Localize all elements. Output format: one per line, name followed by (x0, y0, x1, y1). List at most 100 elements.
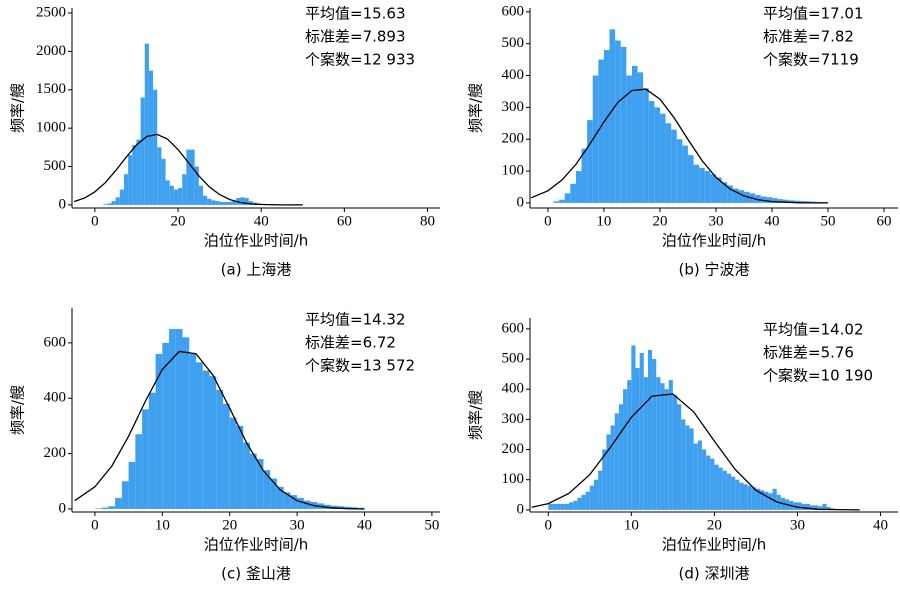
bar (191, 150, 195, 205)
bar (209, 376, 216, 509)
bar (149, 393, 156, 509)
bar (570, 184, 576, 203)
x-tick-label: 10 (155, 517, 170, 533)
bar (694, 165, 700, 203)
bar (582, 149, 588, 203)
bar (627, 380, 631, 510)
x-tick-label: 40 (357, 517, 372, 533)
annotation: 个案数=7119 (763, 51, 859, 69)
y-tick-label: 0 (517, 194, 525, 210)
bar (161, 159, 165, 205)
x-tick-label: 50 (424, 517, 439, 533)
annotation: 个案数=13 572 (305, 357, 415, 375)
bar (673, 395, 677, 510)
bar (702, 450, 706, 510)
y-tick-label: 500 (502, 350, 525, 366)
bar (565, 193, 571, 203)
bar (632, 66, 638, 203)
bar (623, 389, 627, 510)
bar (602, 450, 606, 510)
bar (128, 155, 132, 205)
x-tick-label: 0 (91, 517, 99, 533)
bar (153, 90, 157, 205)
annotation: 标准差=7.893 (305, 28, 406, 46)
bar (671, 130, 677, 203)
bar (594, 480, 598, 510)
annotation: 标准差=7.82 (763, 28, 854, 46)
bar (660, 114, 666, 203)
bar (224, 202, 228, 205)
x-tick-label: 60 (876, 213, 891, 229)
bar (610, 29, 616, 203)
bar (157, 147, 161, 205)
y-tick-label: 100 (502, 471, 525, 487)
bar (635, 368, 639, 510)
bar (682, 146, 688, 203)
x-axis-label: 泊位作业时间/h (662, 536, 767, 554)
bar (207, 199, 211, 205)
bar (706, 456, 710, 510)
bar (604, 50, 610, 203)
bar (557, 504, 561, 510)
bar (183, 337, 190, 509)
bar (145, 44, 149, 205)
y-tick-label: 400 (44, 390, 67, 406)
y-tick-label: 400 (502, 67, 525, 83)
bar (723, 471, 727, 510)
bar (666, 123, 672, 203)
bar (122, 481, 129, 509)
bar (116, 197, 120, 205)
bar (250, 454, 257, 509)
annotation: 平均值=14.32 (305, 311, 406, 329)
bar (665, 389, 669, 510)
bar (102, 508, 109, 509)
bar (705, 171, 711, 203)
y-tick-label: 1500 (36, 81, 66, 97)
y-tick-label: 500 (502, 35, 525, 51)
x-tick-label: 0 (91, 213, 99, 229)
x-tick-label: 20 (707, 517, 722, 533)
bar (638, 72, 644, 203)
bar (688, 155, 694, 203)
bar (223, 404, 230, 509)
x-tick-label: 80 (420, 213, 435, 229)
bar (176, 329, 183, 509)
bar (656, 377, 660, 510)
annotation: 平均值=17.01 (763, 5, 864, 23)
caption: (a) 上海港 (221, 261, 292, 279)
bar (710, 459, 714, 510)
bar (590, 486, 594, 510)
y-tick-label: 200 (502, 131, 525, 147)
bar (714, 465, 718, 510)
bar (142, 409, 149, 509)
y-tick-label: 300 (502, 99, 525, 115)
annotation: 个案数=10 190 (763, 367, 873, 385)
annotation: 平均值=15.63 (305, 5, 406, 23)
bar (243, 443, 250, 509)
bar (615, 413, 619, 510)
bar (739, 483, 743, 510)
bar (182, 174, 186, 205)
caption: (d) 深圳港 (679, 565, 750, 583)
bar (561, 504, 565, 510)
x-tick-label: 10 (596, 213, 611, 229)
bar (112, 201, 116, 205)
bar (797, 502, 801, 510)
bar (216, 390, 223, 509)
y-axis-label: 频率/艘 (467, 390, 485, 440)
bar (654, 107, 660, 203)
x-axis-label: 泊位作业时间/h (204, 232, 309, 250)
x-tick-label: 40 (873, 517, 888, 533)
bar (677, 404, 681, 510)
x-tick-label: 40 (764, 213, 779, 229)
y-tick-label: 2500 (36, 4, 66, 20)
bar (577, 498, 581, 510)
bar (698, 440, 702, 509)
bar (598, 60, 604, 203)
y-tick-label: 600 (502, 3, 525, 19)
